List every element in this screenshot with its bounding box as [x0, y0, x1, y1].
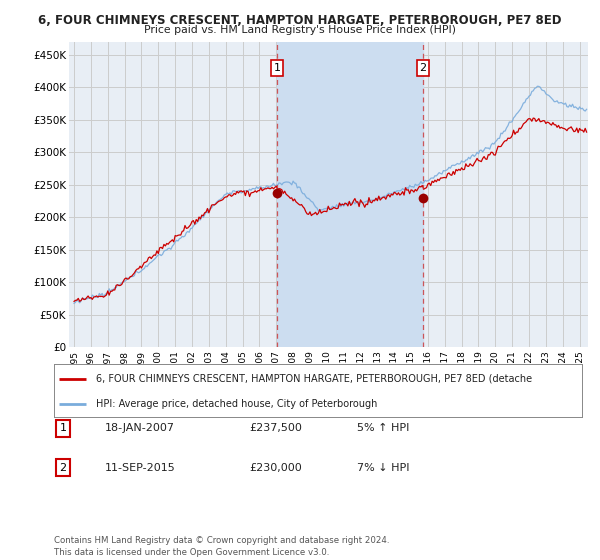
Text: 18-JAN-2007: 18-JAN-2007: [105, 423, 175, 433]
Text: Contains HM Land Registry data © Crown copyright and database right 2024.
This d: Contains HM Land Registry data © Crown c…: [54, 536, 389, 557]
Text: 6, FOUR CHIMNEYS CRESCENT, HAMPTON HARGATE, PETERBOROUGH, PE7 8ED (detache: 6, FOUR CHIMNEYS CRESCENT, HAMPTON HARGA…: [96, 374, 532, 384]
Text: 2: 2: [59, 463, 67, 473]
Text: 11-SEP-2015: 11-SEP-2015: [105, 463, 176, 473]
Bar: [277, 42, 423, 347]
Text: 6, FOUR CHIMNEYS CRESCENT, HAMPTON HARGATE, PETERBOROUGH, PE7 8ED: 6, FOUR CHIMNEYS CRESCENT, HAMPTON HARGA…: [38, 14, 562, 27]
Text: 2: 2: [419, 63, 427, 73]
Text: 5% ↑ HPI: 5% ↑ HPI: [357, 423, 409, 433]
Text: Price paid vs. HM Land Registry's House Price Index (HPI): Price paid vs. HM Land Registry's House …: [144, 25, 456, 35]
Text: 1: 1: [59, 423, 67, 433]
Text: 1: 1: [274, 63, 281, 73]
Text: £230,000: £230,000: [249, 463, 302, 473]
Text: £237,500: £237,500: [249, 423, 302, 433]
Text: HPI: Average price, detached house, City of Peterborough: HPI: Average price, detached house, City…: [96, 399, 377, 409]
Text: 7% ↓ HPI: 7% ↓ HPI: [357, 463, 409, 473]
